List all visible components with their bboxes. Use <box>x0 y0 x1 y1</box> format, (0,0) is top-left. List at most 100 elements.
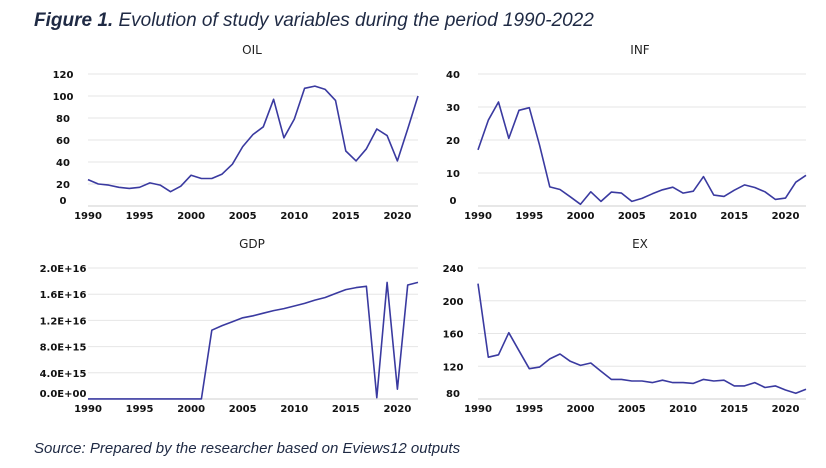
chart-0-point <box>407 128 409 130</box>
chart-1-xtick-label: 1990 <box>464 211 492 222</box>
chart-2-ytick-label: 1.2E+16 <box>40 316 87 327</box>
chart-inf: INF 0 10 20 30 40 1990 1995 2000 2005 2010 2015 2020 <box>446 43 807 222</box>
chart-0-point <box>211 177 213 179</box>
chart-1-point <box>477 149 479 151</box>
chart-2-point <box>417 281 419 283</box>
chart-2-xtick-label: 2020 <box>383 404 411 415</box>
chart-2-point <box>231 321 233 323</box>
chart-0-point <box>376 128 378 130</box>
chart-3-point <box>620 378 622 380</box>
chart-2-point <box>107 398 109 400</box>
chart-0-point <box>200 177 202 179</box>
chart-3-point <box>477 282 479 284</box>
chart-2-point <box>334 292 336 294</box>
chart-0-ytick-label: 100 <box>53 92 74 103</box>
chart-1-point <box>764 191 766 193</box>
chart-2-xtick-label: 2005 <box>229 404 257 415</box>
chart-3-point <box>672 381 674 383</box>
chart-2-ytick-label: 0.0E+00 <box>40 389 87 400</box>
chart-1-point <box>518 109 520 111</box>
chart-3-point <box>795 392 797 394</box>
chart-gdp: GDP 0.0E+00 4.0E+15 8.0E+15 1.2E+16 1.6E+16 2.… <box>40 237 419 415</box>
chart-0-xtick-label: 2020 <box>383 211 411 222</box>
chart-0-point <box>128 187 130 189</box>
chart-0-point <box>272 98 274 100</box>
chart-3-point <box>538 366 540 368</box>
chart-2-point <box>180 398 182 400</box>
chart-2-point <box>355 286 357 288</box>
chart-2-point <box>272 309 274 311</box>
chart-3-xtick-label: 2015 <box>720 404 748 415</box>
chart-3-series-line <box>477 283 807 395</box>
chart-3-xtick-label: 2005 <box>618 404 646 415</box>
chart-1-point <box>569 196 571 198</box>
chart-1-ytick-label: 10 <box>446 169 460 180</box>
chart-0-point <box>159 184 161 186</box>
chart-1-point <box>743 184 745 186</box>
chart-3-point <box>754 381 756 383</box>
chart-1-point <box>497 101 499 103</box>
chart-2-point <box>149 398 151 400</box>
chart-1-xtick-label: 2015 <box>720 211 748 222</box>
chart-0-point <box>118 186 120 188</box>
chart-3-ytick-label: 200 <box>443 297 464 308</box>
chart-2-xtick-label: 2010 <box>280 404 308 415</box>
chart-1-point <box>620 192 622 194</box>
chart-1-ytick-label: 20 <box>446 136 460 147</box>
chart-3-title: EX <box>632 237 648 251</box>
chart-0-ytick-label: 80 <box>56 114 70 125</box>
chart-1-point <box>641 197 643 199</box>
chart-3-point <box>549 358 551 360</box>
chart-0-point <box>190 174 192 176</box>
chart-1-point <box>590 191 592 193</box>
chart-1-point <box>774 198 776 200</box>
chart-0-point <box>386 134 388 136</box>
chart-0-series-line <box>87 85 419 193</box>
chart-1-point <box>754 186 756 188</box>
chart-3-point <box>784 389 786 391</box>
chart-2-point <box>211 329 213 331</box>
chart-3-ytick-label: 240 <box>443 264 464 275</box>
chart-1-ytick-label: 0 <box>450 196 457 207</box>
chart-2-point <box>345 288 347 290</box>
chart-1-point <box>692 190 694 192</box>
chart-0-xtick-label: 1990 <box>74 211 102 222</box>
chart-0-xtick-label: 2000 <box>177 211 205 222</box>
chart-1-point <box>723 195 725 197</box>
chart-oil: OIL 0 20 40 60 80 100 120 1990 1995 2000 2005 2010 20… <box>53 43 419 222</box>
chart-3-point <box>805 388 807 390</box>
chart-0-title: OIL <box>242 43 262 57</box>
chart-3-point <box>774 385 776 387</box>
chart-0-point <box>149 182 151 184</box>
chart-2-point <box>314 299 316 301</box>
chart-2-ytick-label: 1.6E+16 <box>40 290 87 301</box>
chart-1-point <box>508 137 510 139</box>
chart-1-xtick-label: 2000 <box>567 211 595 222</box>
chart-2-point <box>386 281 388 283</box>
chart-0-point <box>231 163 233 165</box>
chart-0-point <box>138 186 140 188</box>
chart-0-ytick-label: 0 <box>60 196 67 207</box>
chart-3-point <box>600 370 602 372</box>
chart-2-point <box>407 284 409 286</box>
chart-3-ytick-label: 160 <box>443 330 464 341</box>
chart-1-xtick-label: 1995 <box>515 211 543 222</box>
chart-0-point <box>242 145 244 147</box>
chart-3-point <box>692 382 694 384</box>
chart-0-xtick-label: 2005 <box>229 211 257 222</box>
chart-1-point <box>559 188 561 190</box>
chart-0-xtick-label: 2015 <box>332 211 360 222</box>
chart-0-point <box>314 85 316 87</box>
chart-1-ytick-label: 40 <box>446 70 460 81</box>
chart-0-point <box>417 95 419 97</box>
chart-3-point <box>682 381 684 383</box>
chart-0-point <box>252 133 254 135</box>
chart-3-point <box>610 378 612 380</box>
chart-3-point <box>579 364 581 366</box>
chart-0-point <box>169 191 171 193</box>
chart-1-point <box>610 191 612 193</box>
chart-3-xtick-label: 1990 <box>464 404 492 415</box>
chart-0-point <box>283 137 285 139</box>
chart-1-xtick-label: 2020 <box>772 211 800 222</box>
